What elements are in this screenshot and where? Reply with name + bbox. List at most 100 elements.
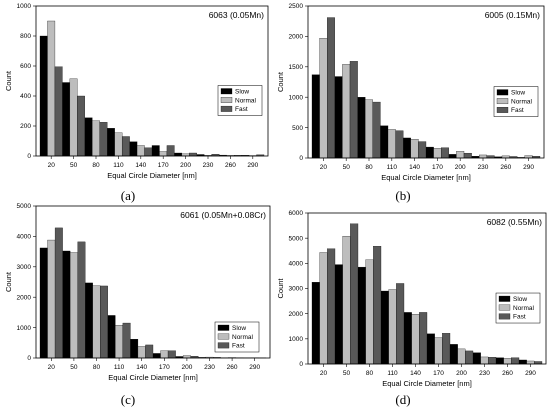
bar-fast-170 [167, 350, 176, 359]
bar-fast-80 [372, 101, 381, 159]
legend-swatch-normal [220, 97, 233, 103]
y-tick-label: 1000 [289, 336, 304, 343]
bar-normal-290 [526, 360, 535, 365]
x-tick-label: 140 [135, 162, 146, 169]
bar-normal-170 [434, 337, 443, 365]
bar-normal-80 [365, 259, 374, 365]
y-tick-label: 1000 [17, 325, 32, 332]
x-tick-label: 170 [159, 364, 170, 371]
chart-panel-2: 0 500 1000 1500 2000 2500 20 50 80 110 140 170 200 23… [276, 3, 545, 203]
bar-slow-290 [518, 359, 527, 365]
x-tick-label: 50 [343, 370, 351, 377]
bar-fast-170 [166, 145, 175, 157]
y-tick-label: 0 [27, 153, 31, 160]
bar-fast-200 [463, 152, 472, 159]
x-tick-label: 110 [387, 370, 398, 377]
bar-fast-20 [54, 227, 63, 359]
x-tick-label: 50 [70, 162, 78, 169]
bar-slow-50 [334, 76, 343, 159]
y-tick-label: 1000 [289, 94, 304, 101]
bar-fast-80 [373, 246, 382, 365]
bar-slow-110 [380, 290, 389, 365]
bar-normal-140 [137, 346, 146, 359]
bar-fast-260 [511, 357, 520, 365]
x-tick-label: 230 [204, 364, 215, 371]
y-tick-label: 5000 [17, 203, 32, 210]
x-tick-label: 230 [479, 370, 490, 377]
bar-normal-170 [433, 148, 442, 159]
y-tick-label: 4000 [17, 234, 32, 241]
bar-slow-20 [311, 282, 320, 365]
bar-fast-200 [465, 350, 474, 365]
x-tick-label: 110 [113, 162, 124, 169]
y-axis-title: Count [4, 271, 13, 292]
panel-label: (d) [395, 392, 410, 407]
y-tick-label: 2000 [17, 294, 32, 301]
x-axis-title: Equal Circle Diameter [nm] [107, 171, 197, 180]
bar-normal-170 [159, 151, 168, 157]
bar-fast-80 [100, 285, 108, 359]
plot-frame [35, 5, 269, 157]
x-tick-label: 200 [456, 370, 467, 377]
bar-normal-140 [411, 314, 420, 365]
bar-normal-80 [92, 285, 101, 359]
legend-label-normal: Normal [232, 334, 254, 341]
legend-swatch-fast [496, 107, 509, 113]
legend-label-fast: Fast [511, 107, 524, 114]
x-tick-label: 170 [158, 162, 169, 169]
y-tick-label: 6000 [289, 210, 304, 217]
bar-slow-80 [84, 117, 93, 157]
x-tick-label: 140 [136, 364, 147, 371]
bar-slow-140 [403, 312, 412, 365]
bar-fast-140 [144, 147, 153, 157]
x-tick-label: 170 [433, 370, 444, 377]
bar-slow-20 [39, 35, 48, 157]
legend-swatch-normal [496, 98, 509, 105]
legend-swatch-slow [217, 324, 230, 331]
panel-label: (c) [121, 392, 135, 407]
panel-label: (a) [121, 188, 135, 203]
bar-normal-110 [387, 129, 396, 159]
x-tick-label: 200 [180, 162, 191, 169]
chart-panel-3: 0 1000 2000 3000 4000 5000 20 50 80 110 140 170 200 2… [4, 203, 271, 407]
bar-fast-20 [327, 17, 335, 159]
bar-fast-50 [77, 95, 85, 157]
bar-normal-110 [388, 289, 397, 365]
legend-label-fast: Fast [513, 314, 526, 321]
y-tick-label: 0 [27, 355, 31, 362]
bar-normal-140 [410, 138, 419, 159]
bar-slow-50 [62, 250, 71, 359]
bar-slow-140 [130, 338, 139, 359]
bar-slow-170 [152, 353, 161, 359]
legend-swatch-slow [498, 295, 511, 302]
bar-fast-110 [395, 130, 404, 159]
bar-normal-50 [342, 64, 351, 159]
plot-frame [35, 205, 271, 359]
y-tick-label: 600 [20, 63, 31, 70]
chart-title: 6082 (0.55Mn) [487, 217, 542, 227]
x-tick-label: 20 [48, 364, 56, 371]
bar-normal-200 [456, 151, 465, 159]
bar-fast-140 [145, 344, 154, 359]
bar-slow-20 [311, 74, 320, 159]
legend-label-slow: Slow [235, 89, 249, 96]
legend-label-slow: Slow [511, 90, 525, 97]
bar-slow-200 [174, 152, 183, 157]
legend-label-fast: Fast [232, 343, 245, 350]
y-tick-label: 200 [20, 123, 31, 130]
x-tick-label: 110 [114, 364, 125, 371]
legend-label-normal: Normal [511, 98, 533, 105]
y-axis-title: Count [276, 71, 285, 92]
bar-normal-50 [342, 235, 351, 365]
x-tick-label: 80 [365, 164, 373, 171]
bar-normal-110 [114, 132, 123, 157]
bar-slow-50 [62, 82, 71, 157]
bar-fast-50 [350, 223, 359, 365]
bar-normal-20 [319, 38, 328, 159]
bar-fast-110 [396, 283, 405, 365]
bar-normal-50 [69, 78, 78, 157]
bar-slow-200 [449, 344, 458, 365]
bar-fast-140 [418, 141, 427, 159]
y-tick-label: 0 [299, 155, 303, 162]
